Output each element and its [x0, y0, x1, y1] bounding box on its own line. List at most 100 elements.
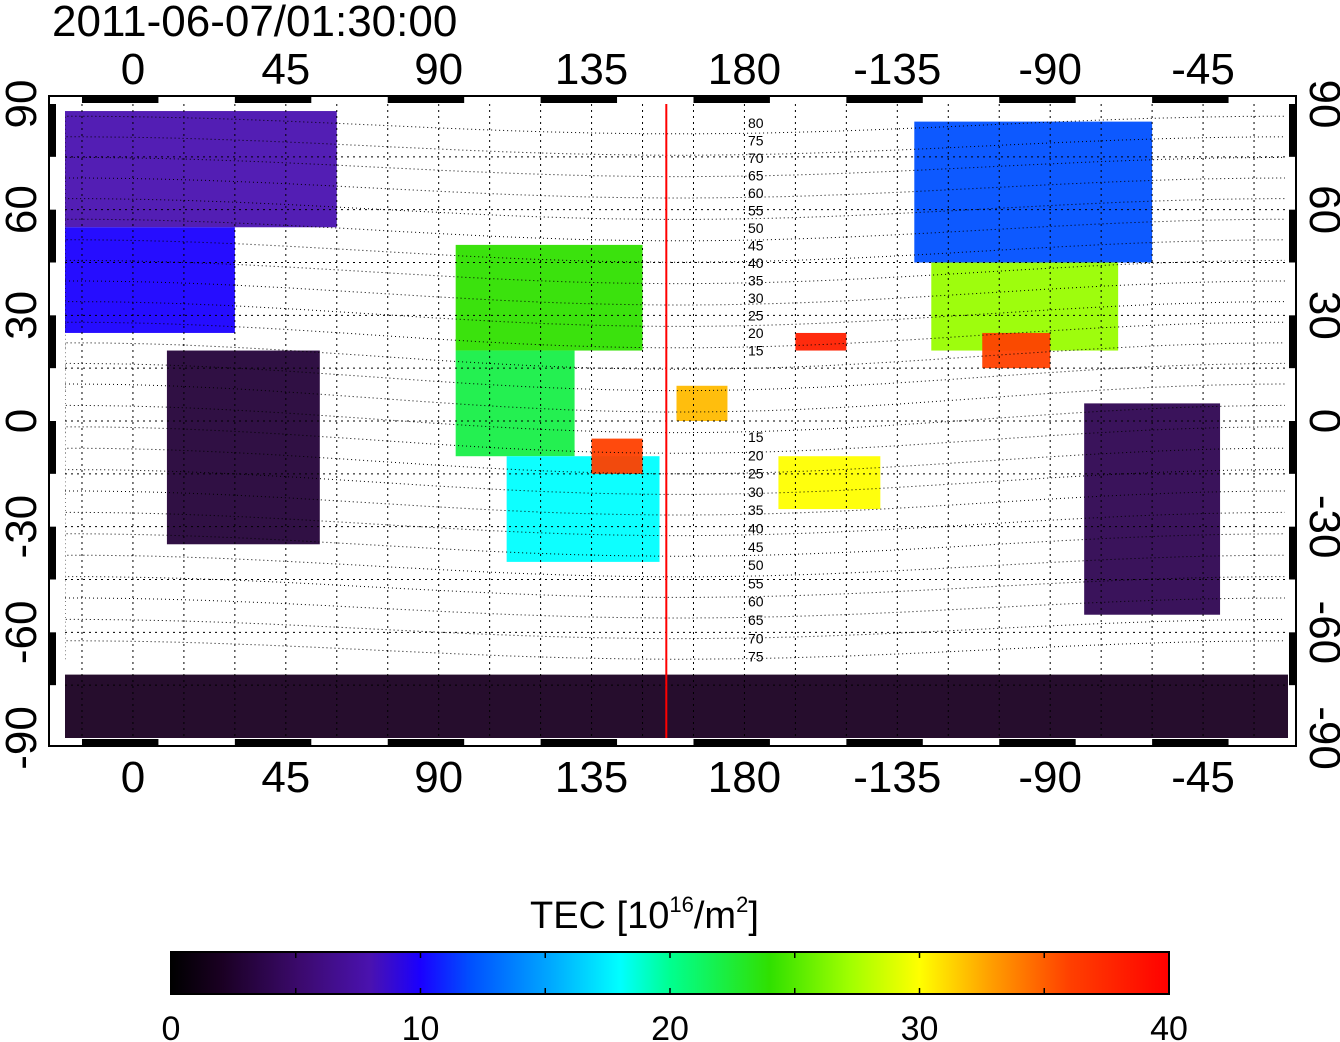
contour-line [65, 218, 1286, 242]
contour-line [65, 490, 1286, 516]
frame-tick [50, 209, 56, 263]
contour-label: 40 [748, 255, 764, 271]
right-latitude-label: 30 [1300, 291, 1340, 340]
lat-lon-grid [65, 104, 1288, 738]
left-latitude-label: -30 [0, 495, 46, 559]
contour-line [65, 136, 1286, 156]
top-longitude-label: -135 [853, 45, 941, 94]
bottom-longitude-label: 45 [261, 753, 310, 802]
tec-region [795, 332, 847, 351]
contour-label: 30 [748, 484, 764, 500]
frame-tick [999, 97, 1076, 103]
contour-label: 80 [748, 115, 764, 131]
frame-tick [50, 632, 56, 686]
colorbar [170, 951, 1170, 995]
top-longitude-label: 45 [261, 45, 310, 94]
left-latitude-label: 90 [0, 80, 46, 129]
top-longitude-label: -45 [1171, 45, 1235, 94]
contour-label: 45 [748, 238, 764, 254]
frame-tick [50, 315, 56, 369]
tec-region [591, 438, 643, 474]
colorbar-tick-label: 20 [651, 1010, 689, 1042]
top-longitude-label: 135 [555, 45, 628, 94]
left-latitude-label: -90 [0, 706, 46, 770]
colorbar-title-suffix: ] [748, 895, 759, 937]
frame-tick [999, 739, 1076, 745]
top-longitude-tick-labels: 0 45 90 135 180 -135 -90 -45 [121, 45, 1235, 94]
contour-line [65, 597, 1286, 619]
colorbar-title: TEC [1016/m2] [530, 892, 759, 937]
colorbar-tick-label: 30 [901, 1010, 939, 1042]
map-title: 2011-06-07/01:30:00 [52, 0, 457, 46]
left-latitude-label: 60 [0, 185, 46, 234]
contour-labels-lower: 15 20 25 30 35 40 45 50 55 60 65 70 75 [748, 429, 764, 665]
colorbar-title-exponent2: 2 [736, 892, 748, 917]
bottom-longitude-label: 90 [414, 753, 463, 802]
tec-region [982, 332, 1051, 369]
contour-label: 40 [748, 521, 764, 537]
contour-label: 55 [748, 575, 764, 591]
colorbar-ticks [295, 952, 1045, 994]
contour-label: 50 [748, 557, 764, 573]
frame-tick [540, 97, 618, 103]
magnetic-contours [65, 115, 1286, 660]
contour-label: 75 [748, 133, 764, 149]
right-latitude-label: 90 [1300, 80, 1340, 129]
top-longitude-label: 90 [414, 45, 463, 94]
contour-label: 35 [748, 273, 764, 289]
tec-region [65, 227, 235, 333]
frame-tick [387, 97, 465, 103]
contour-label: 45 [748, 539, 764, 555]
left-latitude-label: 30 [0, 291, 46, 340]
contour-label: 25 [748, 466, 764, 482]
right-latitude-label: 60 [1300, 185, 1340, 234]
bottom-longitude-label: 0 [121, 753, 145, 802]
frame-tick [234, 739, 312, 745]
top-longitude-label: 0 [121, 45, 145, 94]
contour-label: 70 [748, 630, 764, 646]
contour-line [65, 426, 1286, 454]
bottom-longitude-label: -90 [1018, 753, 1082, 802]
frame-tick [693, 739, 770, 745]
contour-label: 20 [748, 325, 764, 341]
tec-data-regions [65, 111, 1288, 738]
contour-line [65, 383, 1286, 413]
contour-label: 20 [748, 447, 764, 463]
tec-region [455, 244, 643, 351]
contour-label: 25 [748, 308, 764, 324]
frame-tick [234, 97, 312, 103]
frame-tick [387, 739, 465, 745]
tec-region [65, 111, 337, 228]
colorbar-tick-label: 40 [1150, 1010, 1188, 1042]
frame-tick [1289, 526, 1295, 580]
contour-line [65, 447, 1286, 475]
contour-label: 60 [748, 594, 764, 610]
right-latitude-label: -60 [1300, 601, 1340, 665]
bottom-longitude-label: 135 [555, 753, 628, 802]
contour-line [65, 280, 1286, 306]
bottom-longitude-label: 180 [708, 753, 781, 802]
contour-label: 55 [748, 203, 764, 219]
frame-tick [540, 739, 618, 745]
tec-region [778, 456, 881, 510]
colorbar-title-mid: /m [694, 895, 736, 937]
contour-line [65, 640, 1286, 660]
contour-line [65, 177, 1286, 199]
frame-tick [1289, 421, 1295, 474]
frame-tick [81, 739, 159, 745]
frame-tick [50, 104, 56, 157]
right-latitude-label: -90 [1300, 706, 1340, 770]
bottom-longitude-tick-labels: 0 45 90 135 180 -135 -90 -45 [121, 753, 1235, 802]
contour-line [65, 554, 1286, 578]
contour-label: 15 [748, 429, 764, 445]
contour-label: 50 [748, 220, 764, 236]
right-latitude-label: -30 [1300, 495, 1340, 559]
right-latitude-label: 0 [1300, 409, 1340, 433]
frame-tick [1289, 209, 1295, 263]
tec-region [166, 350, 320, 545]
frame-tick [1289, 104, 1295, 157]
contour-label: 65 [748, 168, 764, 184]
